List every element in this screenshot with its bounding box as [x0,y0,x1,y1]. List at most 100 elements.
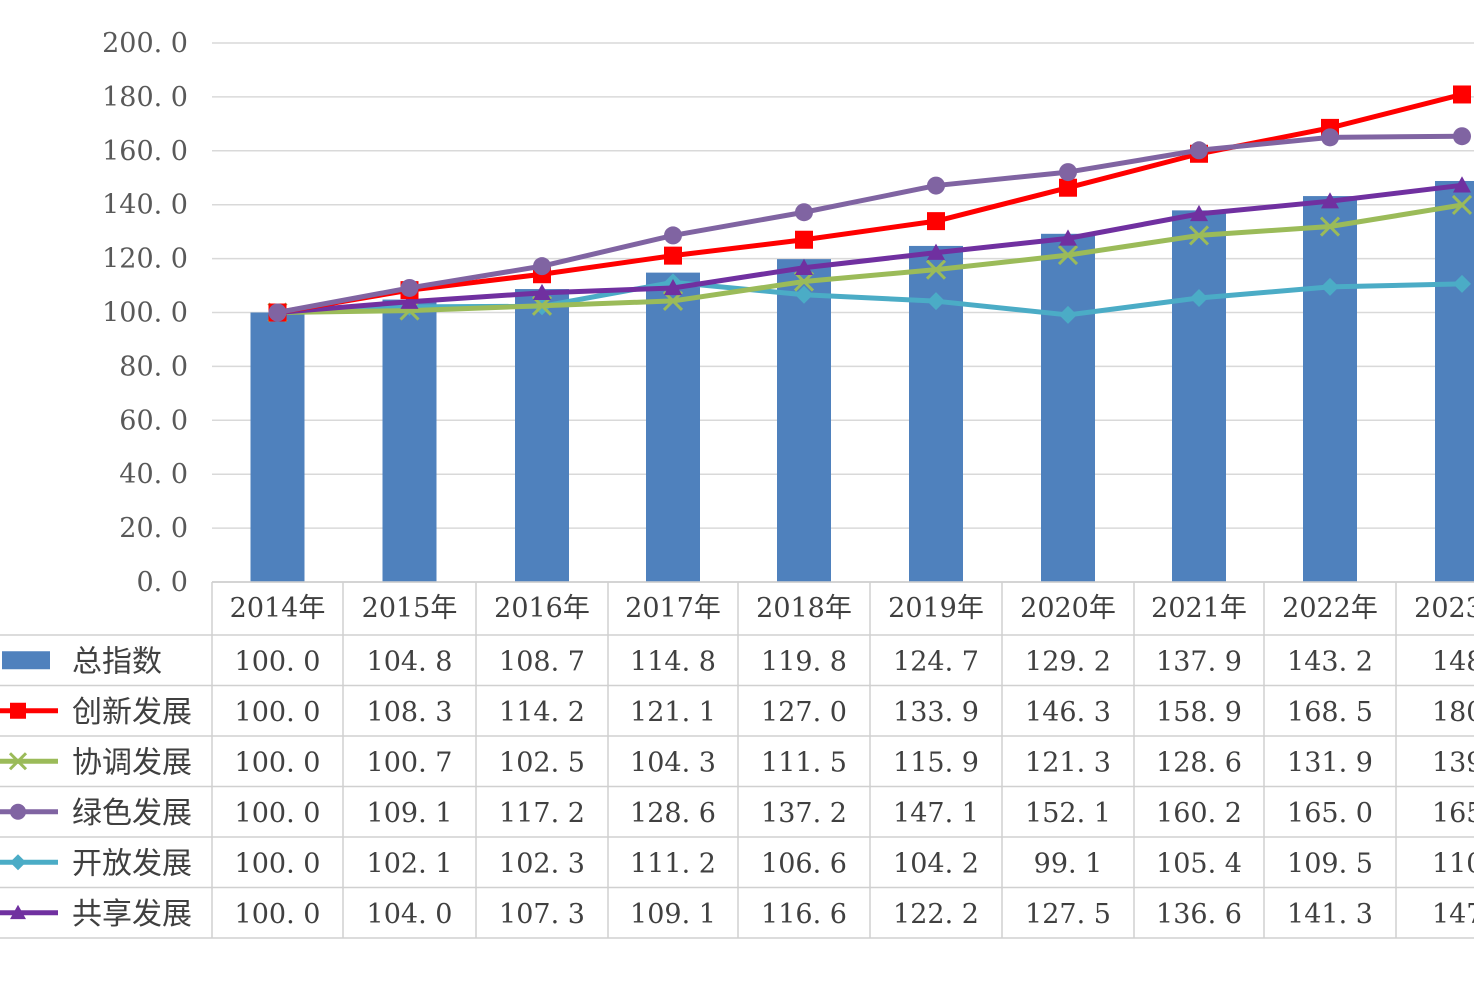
point-marker [1453,127,1471,146]
data-label: 133. 9 [893,697,979,728]
bar [1041,233,1095,582]
series-line [277,202,1463,315]
data-label: 108. 7 [499,646,585,677]
data-label: 122. 2 [893,899,979,930]
data-label: 127. 5 [1025,899,1111,930]
data-label: 119. 8 [761,646,847,677]
point-marker [1321,128,1339,147]
gridlines: 0. 0 20. 0 40. 0 60. 0 80. 0 100. 0 120. 0 140.… [102,28,1474,598]
point-marker [1059,229,1077,246]
bar [515,289,569,582]
data-label: 109. 1 [630,899,716,930]
data-label: 104. 0 [367,899,453,930]
data-label: 107. 3 [499,899,585,930]
data-label: 131. 9 [1287,747,1373,778]
table-row: 创新发展 100. 0 108. 3 114. 2 121. 1 127. 0 133. 9… [0,695,1474,730]
point-marker [1190,141,1208,160]
point-marker-stroke [1188,225,1210,246]
y-tick-label: 20. 0 [119,513,188,544]
data-table: 2014年 2015年 2016年 2017年 2018年 2019年 2020年 2021年… [0,581,1474,939]
y-tick-label: 100. 0 [102,298,188,329]
point-marker [268,303,287,322]
point-marker [664,246,682,265]
point-marker [1190,288,1208,307]
point-marker-stroke [793,271,815,292]
point-marker [795,285,813,304]
data-label: 147. 1 [893,798,979,829]
data-label: 117. 2 [499,798,585,829]
point-marker [1321,192,1339,209]
table-row: 共享发展 100. 0 104. 0 107. 3 109. 1 116. 6 122. 2… [0,897,1474,932]
data-label: 121. 3 [1025,747,1111,778]
x-tick-label: 2018年 [756,593,852,624]
data-label: 100. 0 [235,798,321,829]
point-marker [927,292,945,311]
point-marker [1451,194,1473,216]
data-label: 160. 2 [1156,798,1242,829]
point-marker [664,278,682,296]
data-label: 109. 1 [367,798,453,829]
data-label: 110. [1432,848,1474,879]
data-label: 121. 1 [630,697,716,728]
data-label: 148. [1432,646,1474,677]
series-name: 开放发展 [72,846,192,881]
point-marker [795,203,813,222]
legend-key [0,702,58,719]
bar [250,312,305,582]
data-label: 158. 9 [1156,697,1242,728]
point-marker [795,230,813,249]
data-label: 137. 9 [1156,646,1242,677]
line-series [267,194,1473,323]
legend-swatch [2,651,50,670]
bar [646,272,700,582]
data-label: 146. 3 [1025,697,1111,728]
point-marker [1059,305,1077,324]
data-label: 100. 7 [367,747,453,778]
point-marker [400,292,419,309]
x-tick-label: 2020年 [1020,593,1116,624]
data-label: 104. 2 [893,848,979,879]
y-tick-label: 80. 0 [119,351,188,382]
y-tick-label: 180. 0 [102,82,188,113]
y-tick-label: 160. 0 [102,136,188,167]
y-tick-label: 200. 0 [102,28,188,59]
point-marker [793,271,815,292]
data-label: 100. 0 [235,697,321,728]
point-marker [1453,176,1471,193]
data-label: 165. 0 [1287,798,1373,829]
data-label: 116. 6 [761,899,847,930]
bar-series [250,180,1474,583]
data-label: 180. [1432,697,1474,728]
data-label: 108. 3 [367,697,453,728]
data-label: 104. 3 [630,747,716,778]
line-series [268,127,1471,322]
x-tick-label: 2014年 [230,593,326,624]
point-marker [795,258,813,275]
data-label: 137. 2 [761,798,847,829]
data-label: 100. 0 [235,899,321,930]
series-name: 协调发展 [72,745,192,780]
point-marker-stroke [1057,245,1079,266]
data-label: 168. 5 [1287,697,1373,728]
data-label: 100. 0 [235,646,321,677]
point-marker [927,176,945,195]
legend-key [0,904,58,920]
x-tick-label: 2023年 [1414,593,1474,624]
series-name: 共享发展 [72,897,192,932]
data-label: 102. 5 [499,747,585,778]
point-marker [1190,204,1208,222]
data-label: 99. 1 [1034,848,1103,879]
data-label: 128. 6 [630,798,716,829]
data-label: 102. 3 [499,848,585,879]
data-label: 147. [1432,899,1474,930]
data-label: 152. 1 [1025,798,1111,829]
point-marker [1057,245,1079,266]
data-label: 165. [1432,798,1474,829]
point-marker-stroke [1319,216,1341,237]
point-marker-stroke [1451,194,1473,216]
data-label: 111. 5 [761,747,847,778]
point-marker [533,257,551,276]
point-marker [10,904,26,920]
data-label: 136. 6 [1156,899,1242,930]
